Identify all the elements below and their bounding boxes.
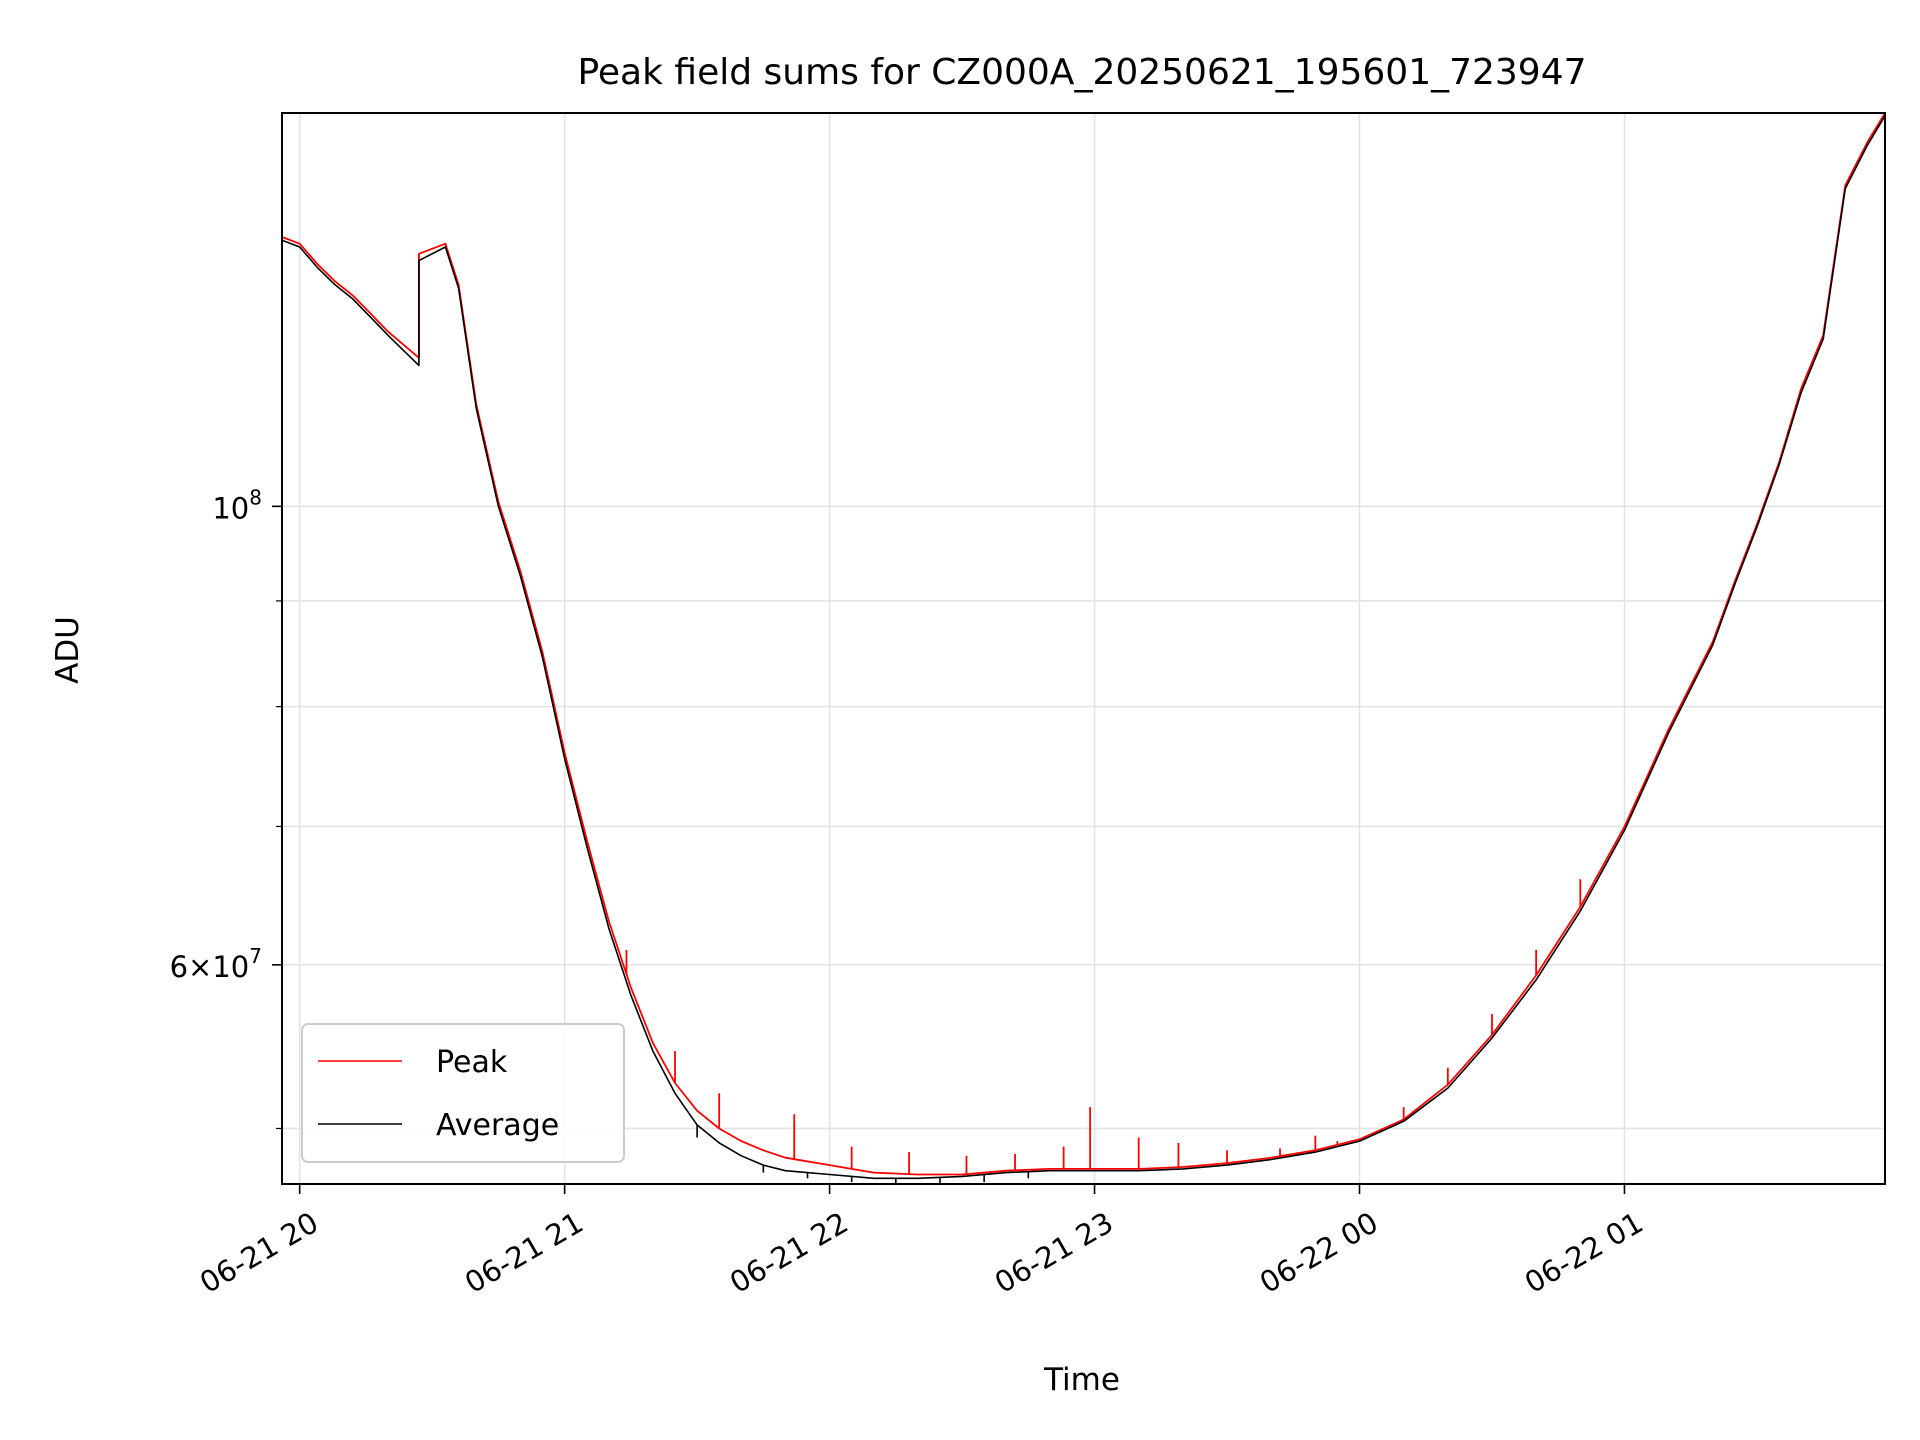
legend-label-average: Average bbox=[436, 1108, 559, 1143]
series-line-peak bbox=[281, 112, 1886, 1176]
legend-label-peak: Peak bbox=[436, 1045, 508, 1080]
chart-title: Peak field sums for CZ000A_20250621_1956… bbox=[577, 52, 1586, 93]
legend: Peak Average bbox=[301, 1023, 625, 1163]
legend-box bbox=[301, 1023, 625, 1163]
y-tick-label: 108 bbox=[212, 485, 262, 525]
series-layer bbox=[281, 112, 1886, 1184]
y-axis-title: ADU bbox=[50, 616, 86, 684]
x-axis-title: Time bbox=[1043, 1362, 1120, 1398]
y-tick-label: 6×107 bbox=[170, 944, 262, 984]
series-line-average bbox=[281, 115, 1886, 1180]
y-axis: 6×107 108 bbox=[170, 485, 282, 1130]
plot-area-frame bbox=[281, 112, 1886, 1185]
gridlines bbox=[282, 113, 1885, 1184]
